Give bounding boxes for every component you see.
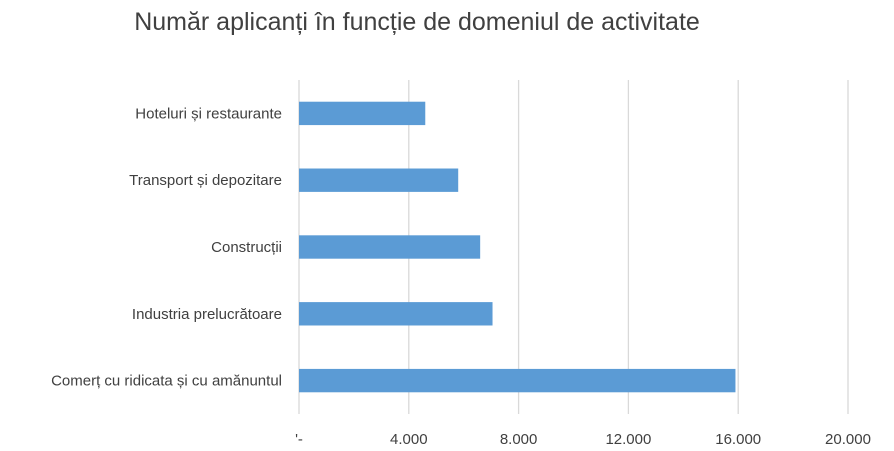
x-tick-label: '- [295,431,303,448]
bar [299,368,736,393]
x-tick-label: 16.000 [715,431,761,448]
x-tick-label: 20.000 [825,431,871,448]
chart-title: Număr aplicanți în funcție de domeniul d… [134,8,700,36]
category-label: Comerț cu ridicata și cu amănuntul [51,373,282,390]
bar [299,302,493,326]
x-tick-label: 12.000 [605,431,651,448]
bar [299,168,459,192]
category-label: Construcții [211,239,282,256]
category-label: Industria prelucrătoare [132,306,282,323]
x-tick-label: 4.000 [390,431,428,448]
bar [299,101,426,126]
bar [299,235,481,259]
category-label: Hoteluri și restaurante [135,105,282,122]
x-tick-label: 8.000 [500,431,538,448]
category-label: Transport și depozitare [129,172,282,189]
